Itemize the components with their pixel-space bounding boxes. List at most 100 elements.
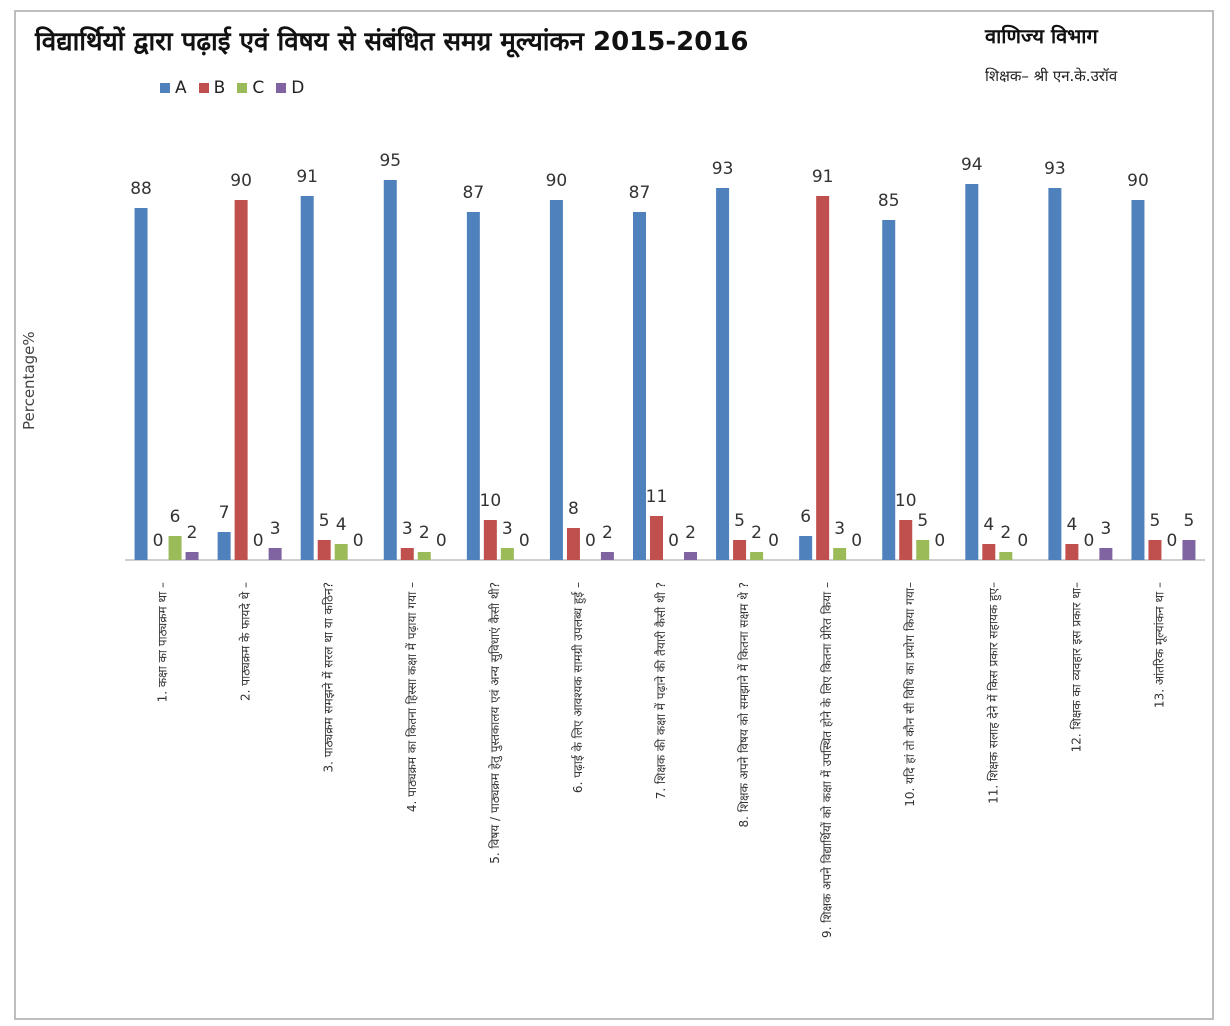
bar-a-5 <box>466 212 480 560</box>
data-label-b-3: 5 <box>319 511 330 531</box>
bar-c-4 <box>417 552 431 560</box>
bar-a-13 <box>1131 200 1145 560</box>
legend-label-a: A <box>175 78 187 98</box>
bar-d-7 <box>684 552 697 560</box>
data-label-b-10: 10 <box>895 491 917 511</box>
bar-b-10 <box>899 520 913 560</box>
bar-b-12 <box>1065 544 1079 560</box>
bar-b-4 <box>400 548 414 560</box>
data-label-b-6: 8 <box>568 499 579 519</box>
data-label-c-5: 3 <box>502 519 513 539</box>
category-label-2: 2. पाठ्यक्रम के फायदे थे – <box>239 582 253 701</box>
legend-item-a: A <box>160 78 187 98</box>
category-label-10: 10. यदि हां तो कौन सी विधि का प्रयोग किय… <box>903 582 917 807</box>
bar-d-13 <box>1182 540 1196 560</box>
chart-frame <box>14 10 1214 1020</box>
data-label-b-11: 4 <box>983 515 994 535</box>
legend-swatch-a <box>160 83 170 93</box>
bar-c-3 <box>334 544 348 560</box>
data-label-a-12: 93 <box>1044 159 1066 179</box>
data-label-c-2: 0 <box>253 531 264 551</box>
legend-item-d: D <box>276 78 304 98</box>
data-label-c-8: 2 <box>751 523 762 543</box>
bar-a-8 <box>716 188 730 560</box>
bar-c-5 <box>500 548 514 560</box>
legend-item-c: C <box>237 78 264 98</box>
bar-a-12 <box>1048 188 1062 560</box>
data-label-d-3: 0 <box>353 531 364 551</box>
data-label-b-5: 10 <box>480 491 502 511</box>
legend-swatch-d <box>276 83 287 93</box>
bar-a-4 <box>383 180 397 560</box>
department-label: वाणिज्य विभाग <box>985 24 1098 48</box>
category-label-13: 13. आंतरिक मूल्यांकन था – <box>1152 582 1167 708</box>
category-label-5: 5. विषय / पाठ्यक्रम हेतु पुस्तकालय एवं अ… <box>488 582 503 864</box>
bar-b-11 <box>982 544 996 560</box>
legend-label-d: D <box>291 78 305 98</box>
bar-c-1 <box>168 536 182 560</box>
category-label-1: 1. कक्षा का पाठ्यक्रम था – <box>156 582 170 702</box>
bar-a-6 <box>549 200 563 560</box>
category-label-4: 4. पाठ्यक्रम का कितना हिस्सा कक्षा में प… <box>405 582 419 812</box>
data-label-a-1: 88 <box>130 179 152 199</box>
data-label-d-8: 0 <box>768 531 779 551</box>
bar-c-10 <box>916 540 930 560</box>
bar-c-11 <box>999 552 1013 560</box>
data-label-a-3: 91 <box>296 167 318 187</box>
data-label-a-11: 94 <box>961 155 983 175</box>
category-label-12: 12. शिक्षक का व्यवहार इस प्रकार था– <box>1069 582 1083 752</box>
category-label-6: 6. पढ़ाई के लिए आवश्यक सामग्री उपलब्ध हु… <box>571 582 586 793</box>
bar-a-3 <box>300 196 314 560</box>
data-label-d-10: 0 <box>934 531 945 551</box>
bar-d-12 <box>1099 548 1113 560</box>
data-label-a-10: 85 <box>878 191 900 211</box>
data-label-c-1: 6 <box>170 507 181 527</box>
data-label-d-2: 3 <box>270 519 281 539</box>
data-label-d-9: 0 <box>851 531 862 551</box>
data-label-c-7: 0 <box>668 531 679 551</box>
bar-b-6 <box>566 528 580 560</box>
bar-a-9 <box>799 536 813 560</box>
category-label-3: 3. पाठ्यक्रम समझने में सरल था या कठिन? <box>322 582 336 773</box>
bar-b-8 <box>733 540 747 560</box>
chart-title: विद्यार्थियों द्वारा पढ़ाई एवं विषय से स… <box>35 27 749 57</box>
data-label-c-9: 3 <box>834 519 845 539</box>
bar-d-2 <box>268 548 282 560</box>
bar-a-11 <box>965 184 979 560</box>
bar-b-13 <box>1148 540 1162 560</box>
data-label-c-3: 4 <box>336 515 347 535</box>
data-label-c-6: 0 <box>585 531 596 551</box>
data-label-d-6: 2 <box>602 523 613 543</box>
bar-c-9 <box>833 548 847 560</box>
data-label-a-7: 87 <box>629 183 651 203</box>
bar-a-10 <box>882 220 896 560</box>
data-label-a-6: 90 <box>546 171 568 191</box>
data-label-b-9: 91 <box>812 167 834 187</box>
data-label-b-13: 5 <box>1150 511 1161 531</box>
bar-b-5 <box>483 520 497 560</box>
data-label-b-2: 90 <box>230 171 252 191</box>
data-label-a-5: 87 <box>463 183 485 203</box>
data-label-d-11: 0 <box>1017 531 1028 551</box>
data-label-d-5: 0 <box>519 531 530 551</box>
data-label-b-4: 3 <box>402 519 413 539</box>
bar-b-3 <box>317 540 331 560</box>
category-label-11: 11. शिक्षक सलाह देने में किस प्रकार सहाय… <box>986 582 1001 804</box>
category-label-8: 8. शिक्षक अपने विषय को समझाने में कितना … <box>737 582 751 828</box>
data-label-a-9: 6 <box>800 507 811 527</box>
bar-b-9 <box>816 196 830 560</box>
data-label-c-13: 0 <box>1167 531 1178 551</box>
bar-d-1 <box>185 552 199 560</box>
bar-a-7 <box>633 212 646 560</box>
data-label-b-8: 5 <box>734 511 745 531</box>
data-label-c-11: 2 <box>1000 523 1011 543</box>
data-label-a-4: 95 <box>379 151 401 171</box>
legend-label-c: C <box>252 78 265 98</box>
chart-legend: A B C D <box>160 78 304 98</box>
bar-c-8 <box>750 552 764 560</box>
data-label-a-2: 7 <box>219 503 230 523</box>
teacher-label: शिक्षक– श्री एन.के.उरॉव <box>985 67 1118 85</box>
bar-b-7 <box>650 516 663 560</box>
data-label-a-8: 93 <box>712 159 734 179</box>
